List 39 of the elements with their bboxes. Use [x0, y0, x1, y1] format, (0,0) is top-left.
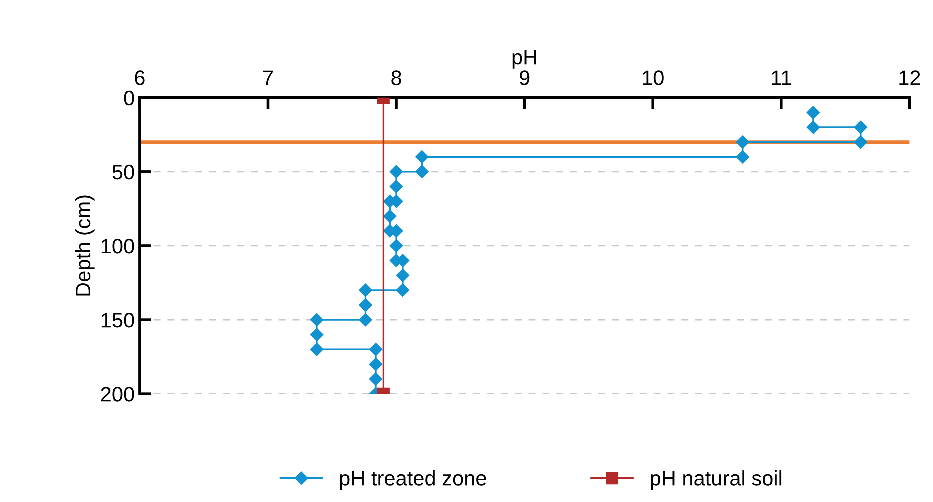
- x-tick-label: 10: [643, 70, 664, 86]
- point: [806, 120, 820, 134]
- point: [310, 328, 324, 342]
- point: [310, 313, 324, 327]
- x-tick-label: 6: [135, 70, 145, 86]
- point: [390, 165, 404, 179]
- x-tick-label: 12: [900, 70, 920, 86]
- x-tick-label: 9: [520, 70, 530, 86]
- point: [396, 269, 410, 282]
- point: [384, 210, 397, 223]
- point: [369, 343, 383, 356]
- y-tick-label: 0: [124, 90, 134, 106]
- point: [416, 165, 429, 179]
- legend-label: pH natural soil: [651, 470, 782, 490]
- legend-label: pH treated zone: [340, 470, 486, 490]
- point: [416, 150, 429, 164]
- x-tick-label: 11: [772, 70, 792, 86]
- y-axis-title: Depth (cm): [75, 196, 95, 296]
- point: [359, 284, 372, 297]
- point: [736, 136, 750, 149]
- point: [390, 239, 404, 253]
- x-tick-label: 7: [264, 70, 273, 86]
- y-tick-label: 100: [102, 238, 134, 254]
- x-tick-label: 8: [392, 70, 402, 86]
- y-tick-label: 50: [112, 164, 134, 180]
- point: [359, 298, 372, 312]
- point: [854, 120, 868, 134]
- point: [359, 313, 372, 327]
- point: [310, 343, 324, 356]
- point: [806, 106, 820, 120]
- y-tick-label: 150: [102, 313, 134, 328]
- y-tick-label: 200: [101, 387, 134, 402]
- point: [854, 136, 868, 149]
- point: [390, 180, 404, 194]
- x-axis-title: pH: [512, 50, 536, 69]
- point: [369, 358, 383, 372]
- point: [396, 284, 410, 297]
- point: [736, 150, 750, 164]
- point: [369, 372, 383, 386]
